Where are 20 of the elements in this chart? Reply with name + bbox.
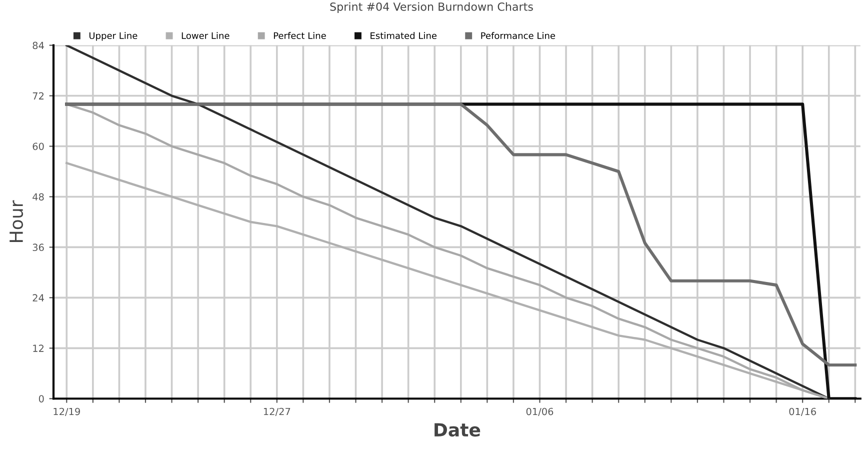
x-axis-title: Date — [434, 423, 480, 437]
y-tick-label: 24 — [32, 294, 44, 302]
y-axis-title: Hour — [10, 200, 24, 242]
x-tick-label: 12/27 — [264, 408, 290, 416]
y-tick-label: 0 — [38, 395, 44, 402]
legend-label: Peformance Line — [481, 32, 556, 40]
legend-label: Estimated Line — [370, 32, 437, 40]
legend-label: Perfect Line — [274, 32, 326, 40]
x-tick-label: 01/16 — [789, 408, 816, 416]
chart-title: Sprint #04 Version Burndown Charts — [330, 2, 533, 14]
legend-label: Upper Line — [89, 32, 138, 41]
y-tick-label: 12 — [33, 344, 44, 352]
y-tick-label: 48 — [32, 193, 44, 201]
y-tick-label: 36 — [32, 244, 44, 252]
x-tick-label: 01/06 — [526, 408, 554, 416]
x-tick-label: 12/19 — [54, 408, 80, 416]
y-tick-label: 72 — [32, 92, 44, 100]
y-tick-label: 60 — [32, 142, 44, 150]
legend-label: Lower Line — [182, 32, 230, 40]
y-tick-label: 84 — [32, 42, 44, 50]
